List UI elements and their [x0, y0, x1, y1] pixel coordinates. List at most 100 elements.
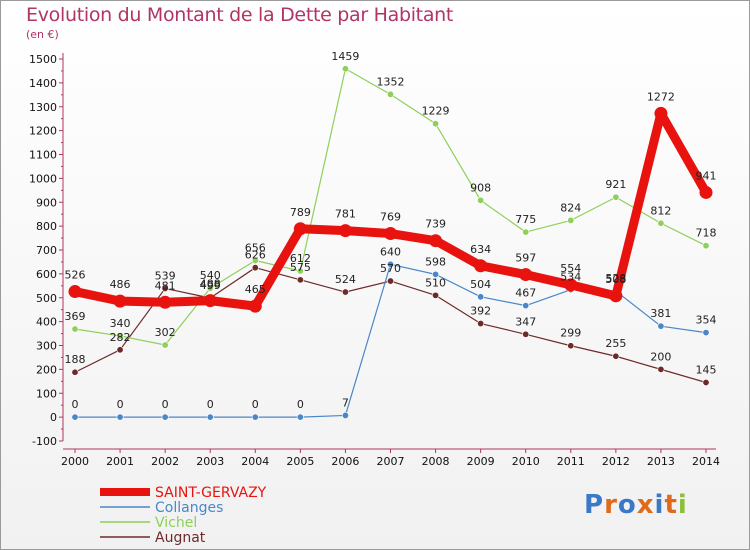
data-label-vichel: 921: [605, 178, 626, 191]
data-label-collanges: 504: [470, 278, 491, 291]
data-point-collanges: [702, 329, 710, 337]
data-label-augnat: 347: [515, 315, 536, 328]
logo-letter: P: [584, 490, 605, 520]
data-point-vichel: [522, 228, 530, 236]
data-label-vichel: 369: [65, 310, 86, 323]
x-tick-label: 2005: [286, 455, 314, 468]
data-point-collanges: [522, 302, 530, 310]
data-label-collanges: 0: [297, 398, 304, 411]
data-point-saint-gervazy: [474, 259, 488, 273]
logo-letter: i: [654, 490, 665, 520]
data-label-collanges: 0: [252, 398, 259, 411]
data-point-vichel: [386, 90, 394, 98]
data-labels: 188 282 539 499 626 575 524 570 510 392 347 299 255 2…: [65, 50, 717, 411]
legend-label: Augnat: [155, 530, 206, 546]
data-point-augnat: [386, 277, 394, 285]
data-point-augnat: [71, 368, 79, 376]
legend-item-collanges: Collanges: [100, 500, 223, 516]
data-point-augnat: [612, 352, 620, 360]
data-point-collanges: [341, 411, 349, 419]
series-vichel: [71, 65, 710, 349]
x-tick-label: 2011: [557, 455, 585, 468]
x-tick-label: 2010: [512, 455, 540, 468]
y-tick-label: 400: [36, 316, 57, 329]
data-label-augnat: 392: [470, 305, 491, 318]
y-tick-label: 600: [36, 268, 57, 281]
x-tick-label: 2014: [692, 455, 720, 468]
data-point-augnat: [567, 342, 575, 350]
series-augnat: [71, 264, 710, 387]
data-point-saint-gervazy: [519, 268, 533, 282]
data-label-vichel: 656: [245, 242, 266, 255]
data-label-vichel: 718: [696, 227, 717, 240]
data-point-vichel: [657, 219, 665, 227]
data-point-augnat: [702, 379, 710, 387]
data-label-augnat: 499: [200, 279, 221, 292]
data-label-saint-gervazy: 789: [290, 206, 311, 219]
data-point-saint-gervazy: [699, 185, 713, 199]
x-tick-label: 2006: [331, 455, 359, 468]
data-label-augnat: 524: [335, 273, 356, 286]
data-label-saint-gervazy: 481: [155, 279, 176, 292]
data-label-collanges: 0: [117, 398, 124, 411]
y-tick-label: 500: [36, 292, 57, 305]
axes: -100010020030040050060070080090010001100…: [29, 53, 720, 468]
data-point-saint-gervazy: [609, 289, 623, 303]
data-point-vichel: [567, 216, 575, 224]
data-label-augnat: 299: [560, 327, 581, 340]
y-tick-label: 900: [36, 196, 57, 209]
data-point-saint-gervazy: [248, 299, 262, 313]
data-label-augnat: 200: [650, 350, 671, 363]
y-tick-label: 700: [36, 244, 57, 257]
data-label-vichel: 1459: [331, 50, 359, 63]
data-label-augnat: 510: [425, 276, 446, 289]
x-tick-label: 2003: [196, 455, 224, 468]
data-label-augnat: 539: [155, 269, 176, 282]
y-tick-label: -100: [32, 435, 57, 448]
data-label-collanges: 598: [425, 255, 446, 268]
logo-letter: x: [636, 490, 655, 520]
data-label-vichel: 612: [290, 252, 311, 265]
data-label-collanges: 534: [560, 271, 581, 284]
logo-letter: o: [617, 490, 637, 520]
data-label-saint-gervazy: 526: [65, 269, 86, 282]
data-label-saint-gervazy: 781: [335, 208, 356, 221]
y-tick-label: 1500: [29, 53, 57, 66]
data-label-collanges: 640: [380, 245, 401, 258]
data-point-vichel: [206, 284, 214, 292]
data-label-vichel: 302: [155, 326, 176, 339]
data-point-saint-gervazy: [113, 294, 127, 308]
data-point-augnat: [116, 346, 124, 354]
data-point-vichel: [296, 267, 304, 275]
data-point-augnat: [296, 276, 304, 284]
data-label-saint-gervazy: 465: [245, 283, 266, 296]
data-point-collanges: [386, 260, 394, 268]
data-label-saint-gervazy: 597: [515, 252, 536, 265]
data-point-vichel: [116, 332, 124, 340]
data-label-augnat: 145: [696, 364, 717, 377]
y-tick-label: 200: [36, 363, 57, 376]
data-point-vichel: [477, 196, 485, 204]
data-label-saint-gervazy: 486: [110, 278, 131, 291]
data-point-collanges: [116, 413, 124, 421]
y-tick-label: 1000: [29, 172, 57, 185]
data-label-augnat: 282: [110, 331, 131, 344]
data-label-vichel: 824: [560, 201, 581, 214]
x-tick-label: 2013: [647, 455, 675, 468]
y-tick-label: 1100: [29, 149, 57, 162]
data-label-saint-gervazy: 769: [380, 211, 401, 224]
y-tick-label: 300: [36, 340, 57, 353]
legend-label: SAINT-GERVAZY: [155, 485, 267, 501]
data-point-augnat: [251, 264, 259, 272]
data-point-vichel: [702, 242, 710, 250]
data-point-collanges: [477, 293, 485, 301]
x-tick-label: 2008: [422, 455, 450, 468]
y-tick-label: 0: [50, 411, 57, 424]
y-tick-label: 1200: [29, 125, 57, 138]
chart-title: Evolution du Montant de la Dette par Hab…: [26, 4, 454, 26]
x-tick-label: 2002: [151, 455, 179, 468]
data-point-saint-gervazy: [564, 278, 578, 292]
y-tick-label: 800: [36, 220, 57, 233]
